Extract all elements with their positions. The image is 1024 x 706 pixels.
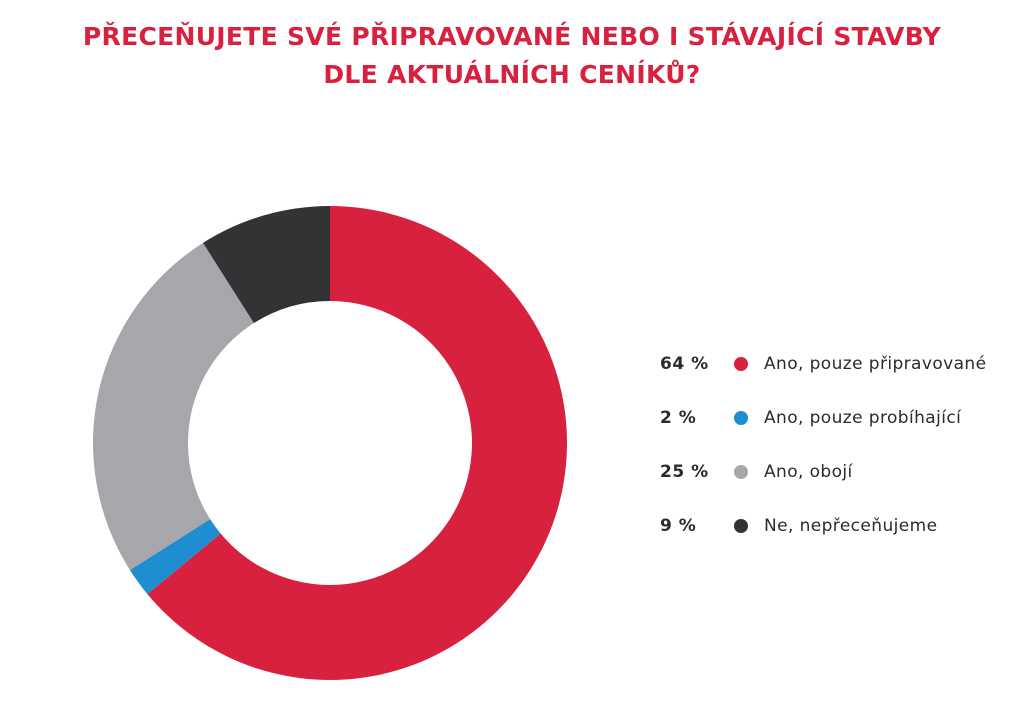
donut-slice (147, 206, 567, 680)
legend-item: 25 % Ano, obojí (652, 460, 1024, 514)
legend-value: 9 % (660, 516, 697, 536)
chart-title-line-2: DLE AKTUÁLNÍCH CENÍKŮ? (323, 60, 701, 89)
legend-item: 9 % Ne, nepřeceňujeme (652, 514, 1024, 568)
legend-item: 64 % Ano, pouze připravované (652, 352, 1024, 406)
legend-item: 2 % Ano, pouze probíhající (652, 406, 1024, 460)
donut-slice (203, 206, 330, 324)
legend-dot-icon (734, 411, 748, 425)
legend-value: 64 % (660, 354, 709, 374)
legend-value: 25 % (660, 462, 709, 482)
donut-slice (93, 242, 254, 570)
legend-label: Ano, obojí (764, 462, 853, 482)
legend-label: Ne, nepřeceňujeme (764, 516, 938, 536)
legend-dot-icon (734, 357, 748, 371)
donut-slice (129, 519, 221, 595)
legend-value: 2 % (660, 408, 697, 428)
legend-dot-icon (734, 465, 748, 479)
chart-title: PŘECEŇUJETE SVÉ PŘIPRAVOVANÉ NEBO I STÁV… (0, 18, 1024, 94)
legend-label: Ano, pouze probíhající (764, 408, 962, 428)
legend-dot-icon (734, 519, 748, 533)
chart-title-line-1: PŘECEŇUJETE SVÉ PŘIPRAVOVANÉ NEBO I STÁV… (82, 22, 942, 51)
legend-label: Ano, pouze připravované (764, 354, 987, 374)
legend: 64 % Ano, pouze připravované 2 % Ano, po… (652, 352, 1024, 568)
